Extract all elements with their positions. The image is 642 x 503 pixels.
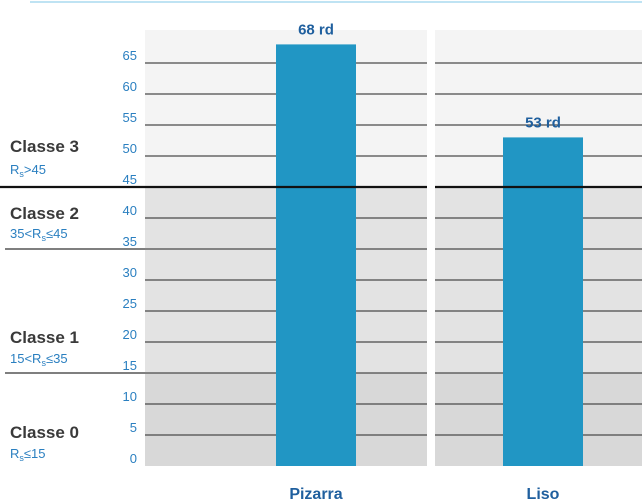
y-tick-label: 10 xyxy=(123,389,137,404)
y-tick-label: 65 xyxy=(123,48,137,63)
category-label-pizarra: Pizarra xyxy=(289,486,342,503)
y-tick-label: 20 xyxy=(123,327,137,342)
class-labels: Classe 3 Rs>45 Classe 2 35<Rs≤45 Classe 1 15<… xyxy=(10,137,79,463)
y-tick-label: 50 xyxy=(123,141,137,156)
bottom-gap xyxy=(145,466,642,472)
bars xyxy=(276,44,583,467)
class-name-label: Classe 1 xyxy=(10,328,79,347)
class-range-label: Rs≤15 xyxy=(10,446,46,463)
y-tick-label: 15 xyxy=(123,358,137,373)
y-tick-label: 30 xyxy=(123,265,137,280)
y-tick-label: 0 xyxy=(130,451,137,466)
class-name-label: Classe 0 xyxy=(10,423,79,442)
y-tick-label: 45 xyxy=(123,172,137,187)
y-tick-label: 60 xyxy=(123,79,137,94)
value-label-pizarra: 68 rd xyxy=(298,21,334,38)
y-axis-ticks: 0 5 10 15 20 25 30 35 40 45 50 55 60 65 xyxy=(123,48,137,466)
class-boundaries xyxy=(0,185,642,374)
y-tick-label: 35 xyxy=(123,234,137,249)
bar-liso xyxy=(503,137,583,466)
category-labels: Pizarra Liso xyxy=(289,486,559,503)
class-range-label: 35<Rs≤45 xyxy=(10,226,68,243)
y-tick-label: 5 xyxy=(130,420,137,435)
y-tick-label: 40 xyxy=(123,203,137,218)
panel-separators xyxy=(145,30,642,476)
y-tick-label: 25 xyxy=(123,296,137,311)
value-label-liso: 53 rd xyxy=(525,114,561,131)
panel-gap xyxy=(427,30,435,476)
category-label-liso: Liso xyxy=(527,486,560,503)
class-range-label: 15<Rs≤35 xyxy=(10,351,68,368)
y-tick-label: 55 xyxy=(123,110,137,125)
class-range-label: Rs>45 xyxy=(10,162,46,179)
class-name-label: Classe 2 xyxy=(10,204,79,223)
class-name-label: Classe 3 xyxy=(10,137,79,156)
bar-pizarra xyxy=(276,44,356,467)
value-labels: 68 rd 53 rd xyxy=(298,21,561,131)
